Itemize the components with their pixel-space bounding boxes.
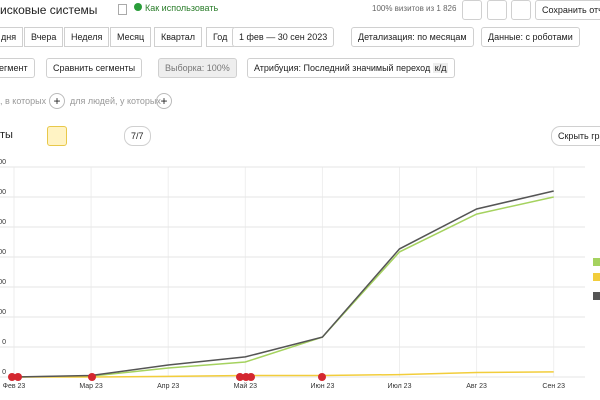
period-button[interactable]: Квартал bbox=[154, 27, 203, 47]
event-marker[interactable] bbox=[88, 373, 96, 381]
add-filter[interactable]: + bbox=[49, 93, 65, 109]
save-button[interactable]: Сохранить отч bbox=[535, 0, 600, 20]
period-button[interactable]: Год bbox=[206, 27, 235, 47]
x-tick-label: Май 23 bbox=[234, 382, 258, 390]
period-button[interactable]: дня bbox=[0, 27, 24, 47]
line-view[interactable] bbox=[47, 126, 67, 146]
sample-info: 100% визитов из 1 826 bbox=[372, 4, 457, 13]
x-tick-label: Авг 23 bbox=[466, 383, 487, 390]
series-line bbox=[13, 196, 554, 378]
series-line bbox=[14, 371, 554, 378]
legend-checkbox[interactable] bbox=[593, 273, 600, 281]
y-tick-label: 0 bbox=[2, 339, 6, 346]
legend-checkbox[interactable] bbox=[593, 292, 600, 300]
x-tick-label: Апр 23 bbox=[157, 383, 179, 390]
y-tick-label: 00 bbox=[0, 219, 6, 226]
segment-button[interactable]: егмент bbox=[0, 58, 35, 78]
period-button[interactable]: Месяц bbox=[110, 27, 152, 47]
pie-view[interactable] bbox=[24, 126, 42, 144]
series-line bbox=[13, 190, 554, 378]
add-filter[interactable]: + bbox=[156, 93, 172, 109]
x-tick-label: Фев 23 bbox=[3, 383, 26, 390]
bookmark-icon[interactable] bbox=[118, 4, 127, 15]
period-button[interactable]: Неделя bbox=[64, 27, 110, 47]
y-tick-label: 00 bbox=[0, 249, 6, 256]
attribution-select[interactable]: Атрибуция: Последний значимый переход к/… bbox=[247, 58, 456, 78]
compare-button[interactable]: Сравнить сегменты bbox=[46, 58, 143, 78]
filter-label: , в которых bbox=[0, 96, 47, 106]
detail-select[interactable]: Детализация: по месяцам bbox=[351, 27, 474, 47]
filter-label: для людей, у которых bbox=[70, 96, 161, 106]
x-tick-label: Мар 23 bbox=[79, 383, 103, 390]
help-icon bbox=[134, 3, 142, 11]
series-counter[interactable]: 7/7 bbox=[124, 126, 151, 146]
legend-checkbox[interactable] bbox=[593, 258, 600, 266]
period-button[interactable]: Вчера bbox=[24, 27, 64, 47]
y-tick-label: 0 bbox=[2, 369, 6, 376]
event-marker[interactable] bbox=[8, 373, 16, 381]
area-view[interactable] bbox=[71, 126, 89, 144]
history-button[interactable] bbox=[462, 0, 482, 20]
event-marker[interactable] bbox=[247, 373, 255, 381]
x-tick-label: Июл 23 bbox=[388, 383, 412, 390]
bar-view[interactable] bbox=[96, 126, 114, 144]
data-mode-select[interactable]: Данные: с роботами bbox=[481, 27, 580, 47]
sample-select[interactable]: Выборка: 100% bbox=[158, 58, 237, 78]
report-title: исковые системы bbox=[0, 3, 98, 17]
date-range[interactable]: 1 фев — 30 сен 2023 bbox=[232, 27, 335, 47]
share-button[interactable] bbox=[511, 0, 531, 20]
event-marker[interactable] bbox=[242, 373, 250, 381]
y-tick-label: 00 bbox=[0, 159, 6, 166]
attribution-label: Атрибуция: Последний значимый переход bbox=[254, 63, 431, 73]
x-tick-label: Июн 23 bbox=[310, 383, 334, 390]
y-tick-label: 00 bbox=[0, 309, 6, 316]
y-tick-label: 00 bbox=[0, 279, 6, 286]
export-button[interactable] bbox=[487, 0, 507, 20]
hide-chart-button[interactable]: Скрыть гра bbox=[551, 126, 600, 146]
y-tick-label: 00 bbox=[0, 189, 6, 196]
help-link[interactable]: Как использовать bbox=[145, 3, 219, 13]
attribution-tag: к/д bbox=[432, 63, 449, 73]
event-marker[interactable] bbox=[318, 373, 326, 381]
chart-section-title: ты bbox=[0, 129, 13, 141]
x-tick-label: Сен 23 bbox=[542, 383, 565, 390]
event-marker[interactable] bbox=[236, 373, 244, 381]
event-marker[interactable] bbox=[14, 373, 22, 381]
